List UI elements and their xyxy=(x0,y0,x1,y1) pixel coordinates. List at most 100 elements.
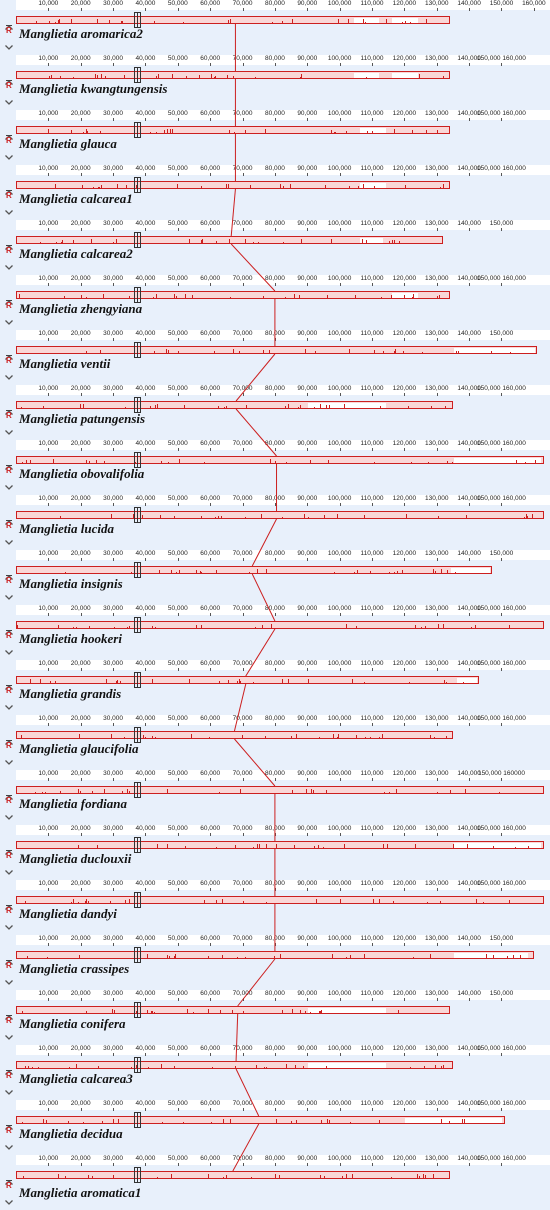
genome-track[interactable] xyxy=(16,621,544,629)
locally-collinear-block-marker[interactable] xyxy=(134,837,142,853)
chevron-down-icon[interactable] xyxy=(5,972,13,985)
chevron-up-icon[interactable] xyxy=(5,17,13,30)
chevron-down-icon[interactable] xyxy=(5,477,13,490)
genome-track[interactable] xyxy=(16,401,453,409)
genome-track[interactable] xyxy=(16,786,544,794)
chevron-up-icon[interactable] xyxy=(5,1117,13,1130)
genome-track[interactable] xyxy=(16,676,479,684)
locally-collinear-block-marker[interactable] xyxy=(134,1167,142,1183)
genome-track[interactable] xyxy=(16,71,450,79)
reverse-complement-button[interactable]: R xyxy=(6,851,12,860)
locally-collinear-block-marker[interactable] xyxy=(134,947,142,963)
genome-track[interactable] xyxy=(16,951,534,959)
locally-collinear-block-marker[interactable] xyxy=(134,342,142,358)
chevron-up-icon[interactable] xyxy=(5,402,13,415)
chevron-up-icon[interactable] xyxy=(5,952,13,965)
chevron-up-icon[interactable] xyxy=(5,787,13,800)
locally-collinear-block-marker[interactable] xyxy=(134,1112,142,1128)
chevron-down-icon[interactable] xyxy=(5,532,13,545)
chevron-up-icon[interactable] xyxy=(5,292,13,305)
locally-collinear-block-marker[interactable] xyxy=(134,617,142,633)
reverse-complement-button[interactable]: R xyxy=(6,906,12,915)
locally-collinear-block-marker[interactable] xyxy=(134,1057,142,1073)
reverse-complement-button[interactable]: R xyxy=(6,1126,12,1135)
chevron-down-icon[interactable] xyxy=(5,92,13,105)
chevron-up-icon[interactable] xyxy=(5,457,13,470)
chevron-up-icon[interactable] xyxy=(5,127,13,140)
chevron-down-icon[interactable] xyxy=(5,807,13,820)
locally-collinear-block-marker[interactable] xyxy=(134,67,142,83)
locally-collinear-block-marker[interactable] xyxy=(134,782,142,798)
reverse-complement-button[interactable]: R xyxy=(6,191,12,200)
genome-track[interactable] xyxy=(16,896,544,904)
locally-collinear-block-marker[interactable] xyxy=(134,507,142,523)
genome-track[interactable] xyxy=(16,1116,505,1124)
chevron-up-icon[interactable] xyxy=(5,897,13,910)
locally-collinear-block-marker[interactable] xyxy=(134,672,142,688)
chevron-down-icon[interactable] xyxy=(5,312,13,325)
chevron-up-icon[interactable] xyxy=(5,72,13,85)
genome-track[interactable] xyxy=(16,1171,450,1179)
chevron-down-icon[interactable] xyxy=(5,367,13,380)
reverse-complement-button[interactable]: R xyxy=(6,466,12,475)
reverse-complement-button[interactable]: R xyxy=(6,26,12,35)
locally-collinear-block-marker[interactable] xyxy=(134,452,142,468)
chevron-up-icon[interactable] xyxy=(5,237,13,250)
reverse-complement-button[interactable]: R xyxy=(6,1181,12,1190)
genome-track[interactable] xyxy=(16,566,492,574)
reverse-complement-button[interactable]: R xyxy=(6,356,12,365)
locally-collinear-block-marker[interactable] xyxy=(134,12,142,28)
locally-collinear-block-marker[interactable] xyxy=(134,892,142,908)
chevron-down-icon[interactable] xyxy=(5,1027,13,1040)
locally-collinear-block-marker[interactable] xyxy=(134,122,142,138)
chevron-down-icon[interactable] xyxy=(5,752,13,765)
genome-track[interactable] xyxy=(16,16,450,24)
chevron-down-icon[interactable] xyxy=(5,862,13,875)
reverse-complement-button[interactable]: R xyxy=(6,686,12,695)
locally-collinear-block-marker[interactable] xyxy=(134,562,142,578)
reverse-complement-button[interactable]: R xyxy=(6,136,12,145)
chevron-up-icon[interactable] xyxy=(5,182,13,195)
reverse-complement-button[interactable]: R xyxy=(6,1016,12,1025)
reverse-complement-button[interactable]: R xyxy=(6,246,12,255)
chevron-up-icon[interactable] xyxy=(5,1007,13,1020)
genome-track[interactable] xyxy=(16,456,544,464)
locally-collinear-block-marker[interactable] xyxy=(134,177,142,193)
chevron-down-icon[interactable] xyxy=(5,37,13,50)
genome-track[interactable] xyxy=(16,181,450,189)
chevron-up-icon[interactable] xyxy=(5,512,13,525)
genome-track[interactable] xyxy=(16,511,544,519)
chevron-down-icon[interactable] xyxy=(5,422,13,435)
genome-track[interactable] xyxy=(16,126,450,134)
locally-collinear-block-marker[interactable] xyxy=(134,232,142,248)
reverse-complement-button[interactable]: R xyxy=(6,1071,12,1080)
reverse-complement-button[interactable]: R xyxy=(6,81,12,90)
chevron-down-icon[interactable] xyxy=(5,587,13,600)
reverse-complement-button[interactable]: R xyxy=(6,301,12,310)
reverse-complement-button[interactable]: R xyxy=(6,411,12,420)
genome-track[interactable] xyxy=(16,731,453,739)
chevron-down-icon[interactable] xyxy=(5,1082,13,1095)
reverse-complement-button[interactable]: R xyxy=(6,796,12,805)
chevron-up-icon[interactable] xyxy=(5,677,13,690)
locally-collinear-block-marker[interactable] xyxy=(134,1002,142,1018)
chevron-down-icon[interactable] xyxy=(5,642,13,655)
locally-collinear-block-marker[interactable] xyxy=(134,397,142,413)
chevron-down-icon[interactable] xyxy=(5,1192,13,1205)
chevron-up-icon[interactable] xyxy=(5,842,13,855)
genome-track[interactable] xyxy=(16,346,538,354)
chevron-down-icon[interactable] xyxy=(5,917,13,930)
genome-track[interactable] xyxy=(16,291,450,299)
chevron-down-icon[interactable] xyxy=(5,202,13,215)
genome-track[interactable] xyxy=(16,841,544,849)
reverse-complement-button[interactable]: R xyxy=(6,961,12,970)
genome-track[interactable] xyxy=(16,1006,450,1014)
reverse-complement-button[interactable]: R xyxy=(6,741,12,750)
chevron-up-icon[interactable] xyxy=(5,347,13,360)
locally-collinear-block-marker[interactable] xyxy=(134,287,142,303)
genome-track[interactable] xyxy=(16,236,444,244)
reverse-complement-button[interactable]: R xyxy=(6,631,12,640)
chevron-down-icon[interactable] xyxy=(5,697,13,710)
chevron-down-icon[interactable] xyxy=(5,1137,13,1150)
reverse-complement-button[interactable]: R xyxy=(6,576,12,585)
